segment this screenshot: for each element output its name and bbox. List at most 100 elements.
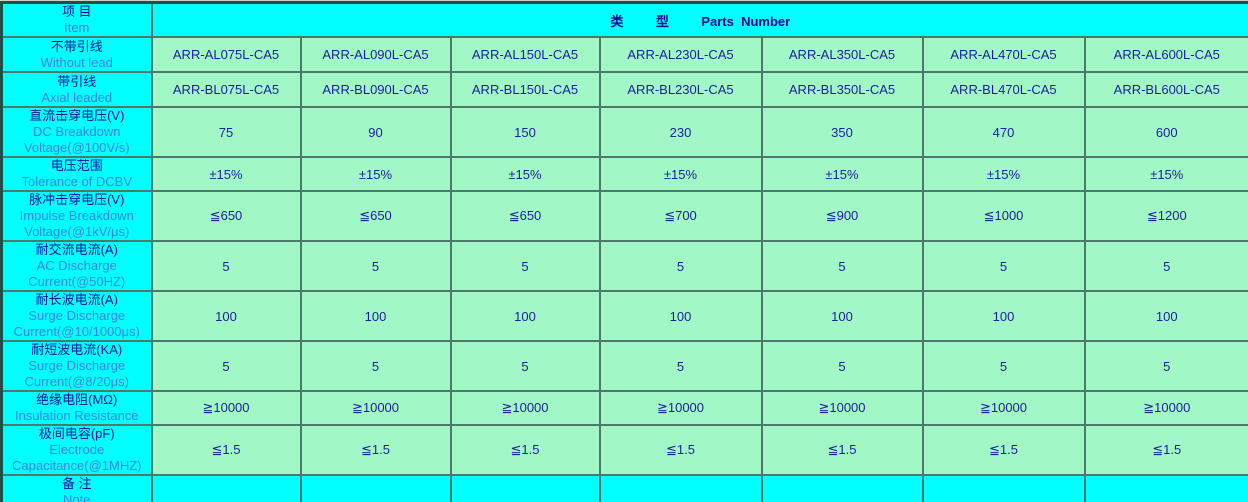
label-line-cn: 电压范围	[50, 158, 103, 173]
value-cell: ≦1200	[1083, 190, 1248, 242]
value-cell: 75	[150, 106, 302, 158]
value-cell: ARR-AL075L-CA5	[150, 36, 302, 73]
note-cell	[598, 474, 763, 502]
value-cell: 150	[449, 106, 601, 158]
note-cell	[299, 474, 452, 502]
value-cell: ARR-BL230L-CA5	[598, 71, 763, 108]
value-cell: 5	[921, 240, 1086, 292]
value-cell: 100	[598, 290, 763, 342]
value-cell: 100	[921, 290, 1086, 342]
value-cell: 5	[598, 240, 763, 292]
row-label-cell: 绝缘电阻(MΩ) Insulation Resistance	[0, 390, 153, 426]
value-cell: ARR-BL350L-CA5	[760, 71, 924, 108]
value-cell: ≦1000	[921, 190, 1086, 242]
value-cell: 5	[299, 340, 452, 392]
value-cell: ARR-BL600L-CA5	[1083, 71, 1248, 108]
label-line-en: Tolerance of DCBV	[21, 174, 133, 189]
label-line-en: Without lead	[40, 54, 113, 70]
value-cell: ≦1.5	[598, 424, 763, 476]
row-label-cell: 耐长波电流(A) Surge Discharge Current(@10/100…	[0, 290, 153, 342]
note-cell	[760, 474, 924, 502]
label-line-cn: 脉冲击穿电压(V)	[29, 192, 125, 207]
value-cell: ARR-AL150L-CA5	[449, 36, 601, 73]
value-cell: 600	[1083, 106, 1248, 158]
row-label-cell: 电压范围 Tolerance of DCBV	[0, 156, 153, 192]
label-line-en2: Current(@8/20μs)	[24, 374, 130, 389]
value-cell: 100	[150, 290, 302, 342]
value-cell: ≦1.5	[299, 424, 452, 476]
label-line-cn: 备 注	[61, 476, 92, 491]
table-row-dc-breakdown-voltage: 直流击穿电压(V) DC Breakdown Voltage(@100V/s) …	[0, 106, 1248, 158]
label-line-en2: Capacitance(@1MHZ)	[11, 458, 142, 473]
value-cell: ±15%	[760, 156, 924, 192]
header-parts-number-cell: 类 型 Parts Number	[150, 1, 1248, 38]
value-cell: ≧10000	[598, 390, 763, 426]
value-cell: ≧10000	[921, 390, 1086, 426]
value-cell: 5	[150, 340, 302, 392]
value-cell: ARR-AL600L-CA5	[1083, 36, 1248, 73]
value-cell: ARR-AL090L-CA5	[299, 36, 452, 73]
header-item-en: Item	[64, 20, 90, 35]
row-label-cell: 耐交流电流(A) AC Discharge Current(@50HZ)	[0, 240, 153, 292]
value-cell: 100	[760, 290, 924, 342]
label-line-en2: Voltage(@1kV/μs)	[24, 224, 130, 239]
value-cell: ARR-BL150L-CA5	[449, 71, 601, 108]
value-cell: 470	[921, 106, 1086, 158]
value-cell: ARR-BL470L-CA5	[921, 71, 1086, 108]
label-line-cn: 耐交流电流(A)	[35, 242, 118, 257]
label-line-cn: 耐短波电流(KA)	[31, 342, 123, 357]
label-line-en: Surge Discharge	[28, 358, 126, 373]
value-cell: 230	[598, 106, 763, 158]
value-cell: 5	[1083, 340, 1248, 392]
note-cell	[449, 474, 601, 502]
value-cell: 90	[299, 106, 452, 158]
label-line-en2: Current(@10/1000μs)	[13, 324, 140, 339]
row-label-cell: 极间电容(pF) Electrode Capacitance(@1MHZ)	[0, 424, 153, 476]
label-line-cn: 不带引线	[50, 38, 103, 54]
header-item-cell: 项 目 Item	[0, 1, 153, 38]
table-row-impulse-breakdown-voltage: 脉冲击穿电压(V) Impulse Breakdown Voltage(@1kV…	[0, 190, 1248, 242]
value-cell: ≦1.5	[1083, 424, 1248, 476]
row-label-cell: 备 注 Note	[0, 474, 153, 502]
label-line-en2: Current(@50HZ)	[28, 274, 126, 289]
value-cell: ≦650	[299, 190, 452, 242]
table-row-note: 备 注 Note	[0, 474, 1248, 502]
value-cell: ≦1.5	[150, 424, 302, 476]
value-cell: ≦1.5	[760, 424, 924, 476]
label-line-en: Insulation Resistance	[14, 408, 139, 423]
value-cell: ARR-BL090L-CA5	[299, 71, 452, 108]
label-line-en: Axial leaded	[41, 89, 113, 105]
value-cell: 5	[760, 240, 924, 292]
row-label-cell: 耐短波电流(KA) Surge Discharge Current(@8/20μ…	[0, 340, 153, 392]
label-line-en: Note	[63, 492, 91, 502]
note-cell	[1083, 474, 1248, 502]
label-line-en: Surge Discharge	[28, 308, 126, 323]
table-row-surge-discharge-long-wave: 耐长波电流(A) Surge Discharge Current(@10/100…	[0, 290, 1248, 342]
value-cell: ±15%	[150, 156, 302, 192]
table-row-without-lead: 不带引线 Without lead ARR-AL075L-CA5 ARR-AL0…	[0, 36, 1248, 73]
value-cell: 5	[449, 240, 601, 292]
value-cell: 5	[1083, 240, 1248, 292]
label-line-cn: 极间电容(pF)	[38, 426, 115, 441]
value-cell: ARR-AL350L-CA5	[760, 36, 924, 73]
label-line-cn: 耐长波电流(A)	[35, 292, 118, 307]
note-cell	[150, 474, 302, 502]
value-cell: ±15%	[921, 156, 1086, 192]
label-line-en: Impulse Breakdown	[19, 208, 134, 223]
row-label-cell: 不带引线 Without lead	[0, 36, 153, 73]
value-cell: ≧10000	[1083, 390, 1248, 426]
value-cell: ARR-BL075L-CA5	[150, 71, 302, 108]
value-cell: ≦650	[449, 190, 601, 242]
value-cell: 5	[449, 340, 601, 392]
value-cell: 100	[299, 290, 452, 342]
row-label-cell: 脉冲击穿电压(V) Impulse Breakdown Voltage(@1kV…	[0, 190, 153, 242]
table-row-insulation-resistance: 绝缘电阻(MΩ) Insulation Resistance ≧10000 ≧1…	[0, 390, 1248, 426]
table-row-electrode-capacitance: 极间电容(pF) Electrode Capacitance(@1MHZ) ≦1…	[0, 424, 1248, 476]
label-line-cn: 带引线	[57, 73, 97, 89]
table-row-ac-discharge-current: 耐交流电流(A) AC Discharge Current(@50HZ) 5 5…	[0, 240, 1248, 292]
value-cell: ≦1.5	[449, 424, 601, 476]
value-cell: 5	[299, 240, 452, 292]
value-cell: 5	[598, 340, 763, 392]
value-cell: ≦650	[150, 190, 302, 242]
